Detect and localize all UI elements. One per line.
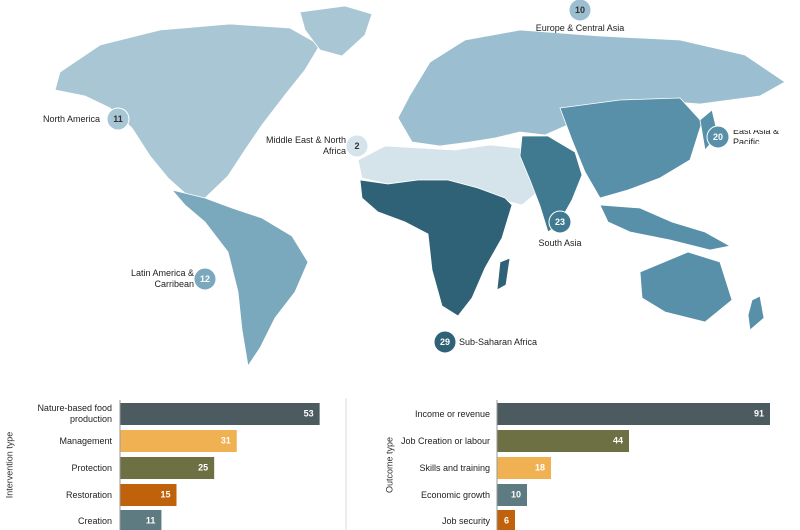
category-label-box: Job security	[441, 515, 490, 526]
value-label: 18	[535, 462, 545, 472]
category-label-box: Nature-based food production	[37, 403, 112, 424]
region-count-badge	[106, 107, 130, 131]
bar	[497, 430, 629, 452]
region-shape	[299, 5, 373, 57]
category-label-box: Income or revenue	[414, 408, 490, 419]
value-label: 53	[304, 408, 314, 418]
value-label: 91	[754, 408, 764, 418]
bar	[497, 457, 551, 479]
region-count: 2	[354, 141, 359, 151]
bar	[497, 484, 527, 506]
category-label: Restoration	[65, 489, 112, 500]
region-shape	[599, 204, 732, 251]
category-label: Skills and training	[419, 462, 490, 473]
y-axis-label: Intervention type	[4, 432, 14, 499]
category-label-box: Economic growth	[420, 489, 490, 500]
category-label-box: Restoration	[65, 489, 112, 500]
y-axis-label: Outcome type	[384, 437, 394, 493]
category-label: Management	[59, 435, 112, 446]
region-name: East Asia & Pacific	[733, 130, 780, 144]
category-label: Nature-based food production	[37, 403, 112, 424]
region-count: 23	[555, 217, 565, 227]
region-shape	[496, 257, 511, 291]
category-label: Income or revenue	[414, 408, 490, 419]
region-name-box: Europe & Central Asia	[535, 22, 625, 33]
bar	[120, 484, 177, 506]
region-count: 20	[713, 132, 723, 142]
value-label: 31	[221, 435, 231, 445]
category-label: Creation	[77, 515, 112, 526]
region-shape	[559, 97, 703, 199]
region-shape	[639, 251, 733, 323]
value-label: 6	[504, 515, 509, 525]
region-name-box: East Asia & Pacific	[733, 130, 780, 144]
category-label: Job Creation or labour	[400, 435, 490, 446]
region-shape	[359, 179, 513, 317]
region-count-badge	[548, 210, 572, 234]
region-count-badge	[193, 267, 217, 291]
bar	[120, 430, 237, 452]
region-name: Sub-Saharan Africa	[459, 336, 538, 347]
category-label-box: Creation	[77, 515, 112, 526]
region-name-box: Middle East & North Africa	[265, 135, 346, 156]
region-name: North America	[42, 113, 100, 124]
region-count-badge	[568, 0, 592, 22]
bar-charts: Intervention type Nature-based food produ…	[4, 398, 770, 530]
region-shape	[397, 29, 786, 147]
category-label-box: Skills and training	[419, 462, 490, 473]
category-label: Job security	[441, 515, 490, 526]
category-label: Economic growth	[420, 489, 490, 500]
region-name: Europe & Central Asia	[535, 22, 625, 33]
region-name: Latin America & Carribean	[130, 268, 194, 289]
region-count-badge	[706, 125, 730, 149]
category-label: Protection	[71, 462, 112, 473]
world-map: 11 North America 12 Latin America & Carribe…	[42, 0, 786, 368]
category-label-box: Job Creation or labour	[400, 435, 490, 446]
category-label-box: Management	[59, 435, 112, 446]
region-shape	[170, 189, 309, 368]
region-count: 29	[440, 337, 450, 347]
bar	[120, 510, 162, 530]
region-name: South Asia	[538, 237, 582, 248]
region-shape	[747, 295, 765, 331]
value-label: 15	[160, 489, 170, 499]
region-name-box: North America	[42, 113, 100, 124]
value-label: 44	[613, 435, 623, 445]
region-count: 11	[113, 114, 123, 124]
region-count: 12	[200, 274, 210, 284]
category-label-box: Protection	[71, 462, 112, 473]
bar	[120, 457, 215, 479]
region-name: Middle East & North Africa	[265, 135, 346, 156]
region-name-box: Sub-Saharan Africa	[459, 336, 538, 347]
region-count: 10	[575, 5, 585, 15]
value-label: 10	[511, 489, 521, 499]
bar	[497, 510, 515, 530]
value-label: 25	[198, 462, 208, 472]
region-name-box: South Asia	[538, 237, 582, 248]
value-label: 11	[146, 515, 156, 525]
bar	[120, 403, 320, 425]
region-count-badge	[345, 134, 369, 158]
region-name-box: Latin America & Carribean	[130, 268, 194, 289]
bar	[497, 403, 770, 425]
region-count-badge	[433, 330, 457, 354]
